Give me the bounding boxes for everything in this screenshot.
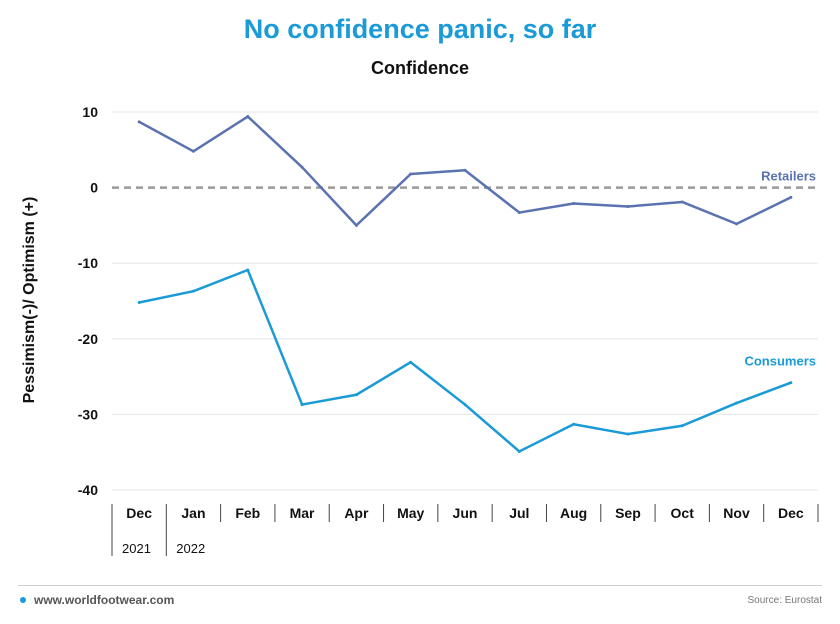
y-tick-label: -30 <box>78 406 98 422</box>
x-tick-label: Dec <box>778 505 804 521</box>
series-line-consumers <box>138 268 792 453</box>
y-tick-label: -20 <box>78 331 98 347</box>
x-tick-label: Apr <box>344 505 369 521</box>
x-tick-label: Dec <box>126 505 152 521</box>
year-label: 2021 <box>122 541 151 556</box>
year-label: 2022 <box>176 541 205 556</box>
x-tick-label: Mar <box>290 505 315 521</box>
data-point-retailers <box>354 223 358 227</box>
line-chart: 10 0 -10 -20 -30 -40 Dec Jan Feb Mar Apr May Jun Jul A… <box>78 104 819 556</box>
x-tick-label: Aug <box>560 505 587 521</box>
x-tick-label: Jan <box>181 505 205 521</box>
data-point-retailers <box>300 165 304 169</box>
data-point-retailers <box>572 201 576 205</box>
x-tick-label: Sep <box>615 505 641 521</box>
y-tick-label: 10 <box>82 104 98 120</box>
data-point-retailers <box>789 195 793 199</box>
y-tick-label: -10 <box>78 255 98 271</box>
data-point-consumers <box>463 403 467 407</box>
footer-bullet-icon <box>20 597 26 603</box>
data-point-consumers <box>137 301 141 305</box>
footer-divider <box>18 585 822 586</box>
data-point-retailers <box>246 115 250 119</box>
series-label-consumers: Consumers <box>744 354 816 369</box>
y-tick-label: 0 <box>90 180 98 196</box>
data-point-consumers <box>572 422 576 426</box>
x-tick-label: Feb <box>235 505 260 521</box>
data-point-retailers <box>409 172 413 176</box>
chart-subtitle: Confidence <box>370 58 469 78</box>
data-point-retailers <box>735 222 739 226</box>
x-tick-label: Oct <box>671 505 695 521</box>
x-tick-label: Jul <box>509 505 529 521</box>
x-tick-label: Nov <box>723 505 750 521</box>
data-point-retailers <box>626 205 630 208</box>
data-point-consumers <box>191 289 195 293</box>
footer-website: www.worldfootwear.com <box>34 593 175 607</box>
data-point-consumers <box>354 393 358 397</box>
chart-title: No confidence panic, so far <box>243 14 597 44</box>
data-point-consumers <box>680 424 684 428</box>
y-tick-label: -40 <box>78 482 98 498</box>
data-point-retailers <box>680 200 684 204</box>
data-point-consumers <box>246 268 250 272</box>
data-point-retailers <box>463 168 467 172</box>
data-point-consumers <box>735 401 739 405</box>
data-point-retailers <box>191 149 195 153</box>
x-tick-label: May <box>397 505 424 521</box>
data-point-retailers <box>137 120 141 124</box>
data-point-consumers <box>626 432 630 436</box>
series-label-retailers: Retailers <box>761 168 816 183</box>
data-point-retailers <box>517 211 521 215</box>
data-point-consumers <box>409 360 413 364</box>
x-tick-label: Jun <box>453 505 478 521</box>
data-point-consumers <box>517 449 521 453</box>
data-point-consumers <box>789 381 793 385</box>
footer-source: Source: Eurostat <box>747 595 822 606</box>
data-point-consumers <box>300 403 304 407</box>
